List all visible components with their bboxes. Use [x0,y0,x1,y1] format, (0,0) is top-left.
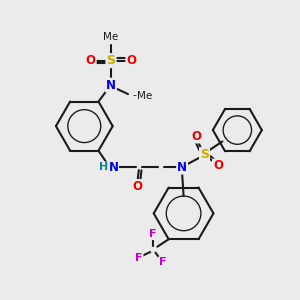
Text: Me: Me [103,32,119,42]
Text: O: O [132,180,142,193]
Text: N: N [177,160,187,174]
Text: F: F [149,229,157,239]
Text: O: O [213,159,223,172]
Text: —: — [133,91,143,100]
Text: S: S [106,54,116,67]
Text: N: N [106,79,116,92]
Text: O: O [126,54,136,67]
Text: Me: Me [137,91,152,100]
Text: N: N [108,160,118,174]
Text: O: O [86,54,96,67]
Text: H: H [99,162,109,172]
Text: S: S [200,148,209,161]
Text: F: F [159,257,166,267]
Text: O: O [191,130,201,142]
Text: F: F [135,253,142,263]
